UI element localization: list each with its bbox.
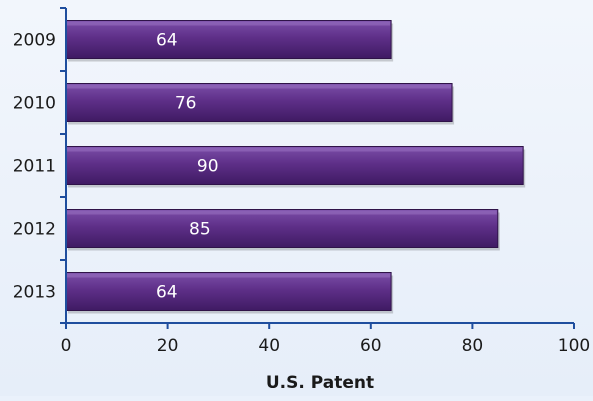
x-tick-label-60: 60 bbox=[360, 336, 382, 356]
category-label-2010: 2010 bbox=[13, 94, 56, 114]
data-label-2012: 85 bbox=[189, 220, 211, 240]
data-label-2011: 90 bbox=[197, 157, 219, 177]
data-label-2010: 76 bbox=[175, 94, 197, 114]
category-label-2011: 2011 bbox=[13, 157, 56, 177]
x-axis-title: U.S. Patent bbox=[266, 373, 374, 393]
bar-2010 bbox=[65, 83, 453, 122]
data-label-2013: 64 bbox=[156, 283, 178, 303]
x-tick-label-40: 40 bbox=[258, 336, 280, 356]
x-tick-label-100: 100 bbox=[558, 336, 590, 356]
x-tick-label-0: 0 bbox=[61, 336, 72, 356]
bar-highlight bbox=[67, 147, 523, 152]
x-tick-label-20: 20 bbox=[157, 336, 179, 356]
category-label-2009: 2009 bbox=[13, 31, 56, 51]
category-label-2013: 2013 bbox=[13, 283, 56, 303]
bar-highlight bbox=[67, 273, 391, 278]
bar-2011 bbox=[65, 146, 524, 185]
bar-2012 bbox=[65, 209, 499, 248]
data-label-2009: 64 bbox=[156, 31, 178, 51]
x-tick-label-80: 80 bbox=[462, 336, 484, 356]
bar-2013 bbox=[65, 272, 392, 311]
bar-highlight bbox=[67, 84, 452, 89]
category-label-2012: 2012 bbox=[13, 220, 56, 240]
bar-2009 bbox=[65, 20, 392, 59]
bar-highlight bbox=[67, 21, 391, 26]
bar-highlight bbox=[67, 210, 497, 215]
